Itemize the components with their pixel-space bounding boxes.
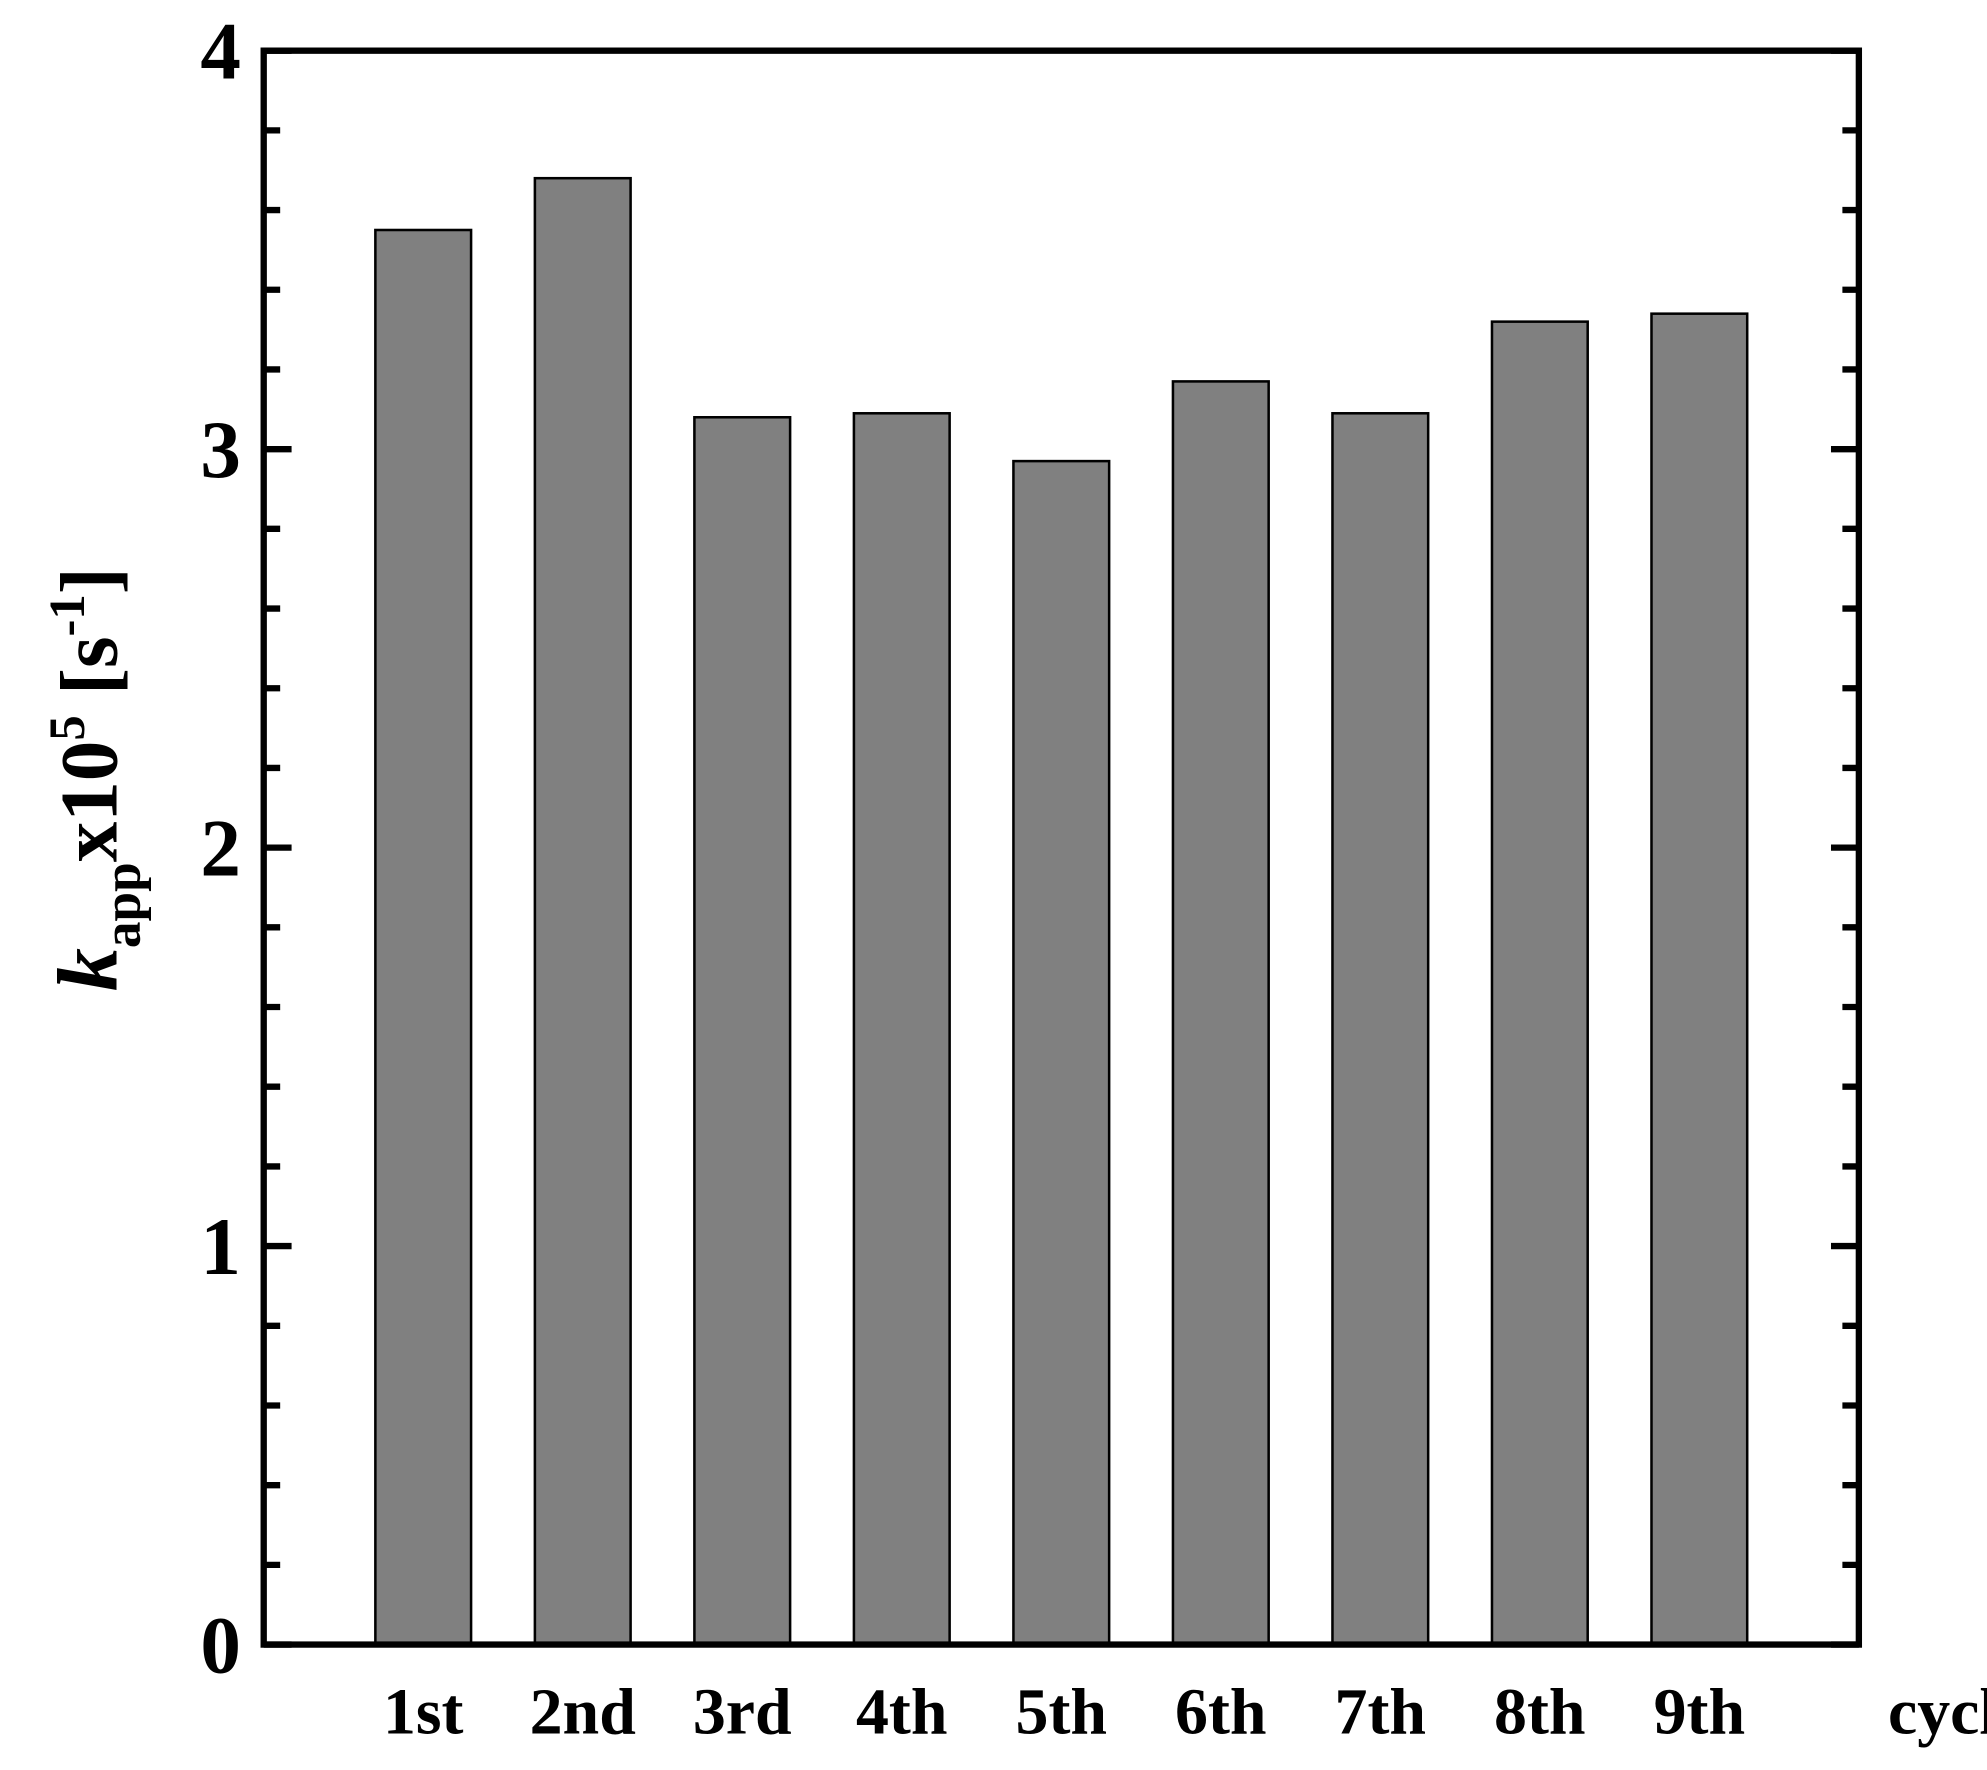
y-axis-label-part: app <box>93 862 152 948</box>
y-axis-label-part: -1 <box>39 594 95 636</box>
y-axis-label: kappx105 [s-1] <box>39 567 152 991</box>
x-tick-label: 9th <box>1654 1675 1746 1748</box>
y-axis-label-part: 5 <box>39 715 95 740</box>
y-tick-label: 4 <box>200 7 241 97</box>
y-axis-label-part: k <box>40 948 136 991</box>
y-tick-label: 3 <box>200 405 241 495</box>
y-tick-label: 0 <box>200 1600 241 1690</box>
x-tick-label: 2nd <box>530 1675 636 1748</box>
x-tick-label: 8th <box>1494 1675 1586 1748</box>
x-tick-label: 1st <box>383 1675 464 1748</box>
y-axis-label-part: [s <box>45 636 135 715</box>
bar <box>374 228 473 1646</box>
y-tick-label: 2 <box>200 803 241 893</box>
y-axis-label-part: ] <box>45 567 135 594</box>
plot-frame <box>260 47 1863 1648</box>
bar <box>533 176 632 1646</box>
y-tick-label: 1 <box>200 1202 241 1292</box>
x-tick-label: 4th <box>856 1675 948 1748</box>
x-tick-label: 6th <box>1175 1675 1267 1748</box>
bar <box>1650 312 1749 1646</box>
bar <box>852 412 951 1646</box>
bar <box>1490 320 1589 1646</box>
bar <box>693 416 792 1646</box>
bar <box>1331 412 1430 1646</box>
x-tick-label: 5th <box>1016 1675 1108 1748</box>
bar <box>1171 380 1270 1646</box>
x-axis-label: cycle <box>1888 1675 1987 1748</box>
x-tick-label: 3rd <box>693 1675 792 1748</box>
bar <box>1012 459 1111 1646</box>
y-axis-label-part: x10 <box>45 741 135 863</box>
x-tick-label: 7th <box>1335 1675 1427 1748</box>
